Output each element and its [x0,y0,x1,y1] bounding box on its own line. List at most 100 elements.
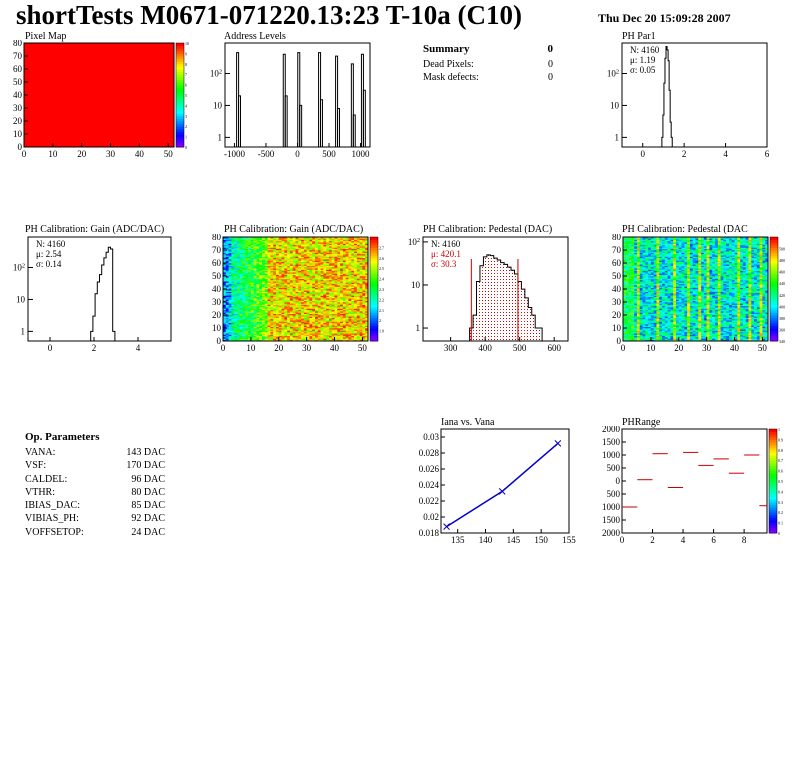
heatmap-cell [298,299,302,301]
heatmap-cell [242,338,246,340]
heatmap-cell [225,311,229,313]
heatmap-cell [348,325,352,327]
heatmap-cell [228,274,232,277]
heatmap-cell [228,334,232,337]
heatmap-cell [242,324,246,326]
heatmap-cell [312,269,316,272]
heatmap-cell [284,318,288,321]
heatmap-cell [289,338,294,340]
heatmap-cell [631,265,635,268]
heatmap-cell [292,303,296,305]
heatmap-cell [253,321,257,324]
heatmap-cell [326,286,330,288]
heatmap-cell [273,252,277,255]
heatmap-cell [337,274,341,277]
heatmap-cell [223,309,227,312]
heatmap-cell [337,237,341,239]
heatmap-cell [342,252,346,255]
heatmap-cell [239,246,243,248]
heatmap-cell [309,308,313,311]
y-tick-label: 0 [217,336,222,346]
heatmap-cell [267,256,271,259]
heatmap-cell [234,240,238,243]
heatmap-cell [320,270,324,273]
heatmap-cell [359,285,363,287]
heatmap-cell [337,299,341,301]
heatmap-cell [631,300,635,303]
heatmap-cell [303,259,307,261]
heatmap-cell [287,313,291,316]
heatmap-cell [262,317,266,320]
heatmap-cell [636,239,641,242]
heatmap-cell [245,264,249,266]
heatmap-cell [292,274,296,277]
heatmap-cell [236,292,241,295]
heatmap-cell [242,325,246,327]
heatmap-cell [317,321,321,324]
heatmap-cell [267,296,271,299]
heatmap-cell [287,334,291,337]
heatmap-cell [242,316,246,318]
heatmap-cell [337,333,341,335]
heatmap-cell [292,265,296,268]
palette-cell [370,338,378,342]
heatmap-cell [345,274,349,277]
heatmap-cell [225,337,229,339]
heatmap-cell [239,313,243,316]
heatmap-cell [284,238,288,240]
heatmap-cell [317,309,321,312]
heatmap-cell [317,289,321,291]
heatmap-cell [326,298,330,300]
heatmap-cell [342,331,346,334]
heatmap-cell [348,250,352,252]
heatmap-cell [628,247,632,249]
heatmap-cell [234,246,238,248]
heatmap-cell [301,276,305,278]
heatmap-cell [281,320,285,322]
heatmap-cell [242,252,246,255]
heatmap-cell [292,260,296,262]
heatmap-cell [275,302,280,304]
heatmap-cell [245,289,249,291]
palette-cell [370,250,378,254]
heatmap-cell [334,329,338,331]
heatmap-cell [273,239,277,242]
heatmap-cell [248,313,252,316]
heatmap-cell [275,242,280,244]
heatmap-cell [295,309,299,312]
heatmap-cell [259,283,263,286]
heatmap-cell [628,337,632,339]
heatmap-cell [365,334,369,337]
heatmap-cell [298,265,302,268]
heatmap-cell [289,296,294,299]
heatmap-cell [262,329,266,331]
heatmap-cell [295,294,299,296]
heatmap-cell [340,240,344,243]
heatmap-cell [351,334,355,337]
heatmap-cell [348,333,352,335]
heatmap-cell [340,298,344,300]
heatmap-cell [262,302,266,304]
heatmap-cell [264,253,268,256]
heatmap-cell [239,321,243,324]
heatmap-cell [315,318,319,321]
heatmap-cell [303,312,307,314]
heatmap-cell [287,324,291,326]
heatmap-cell [295,296,299,299]
heatmap-cell [320,299,324,301]
heatmap-cell [228,279,232,282]
hist-bar [535,328,539,341]
heatmap-cell [315,299,319,301]
heatmap-cell [295,311,299,313]
heatmap-cell [270,274,274,277]
heatmap-cell [356,266,360,269]
heatmap-cell [320,244,324,247]
heatmap-cell [636,321,641,324]
heatmap-cell [248,244,252,247]
heatmap-cell [298,298,302,300]
heatmap-cell [278,317,282,320]
heatmap-cell [236,282,241,285]
heatmap-cell [253,251,257,253]
heatmap-cell [309,259,313,261]
heatmap-cell [315,243,319,246]
